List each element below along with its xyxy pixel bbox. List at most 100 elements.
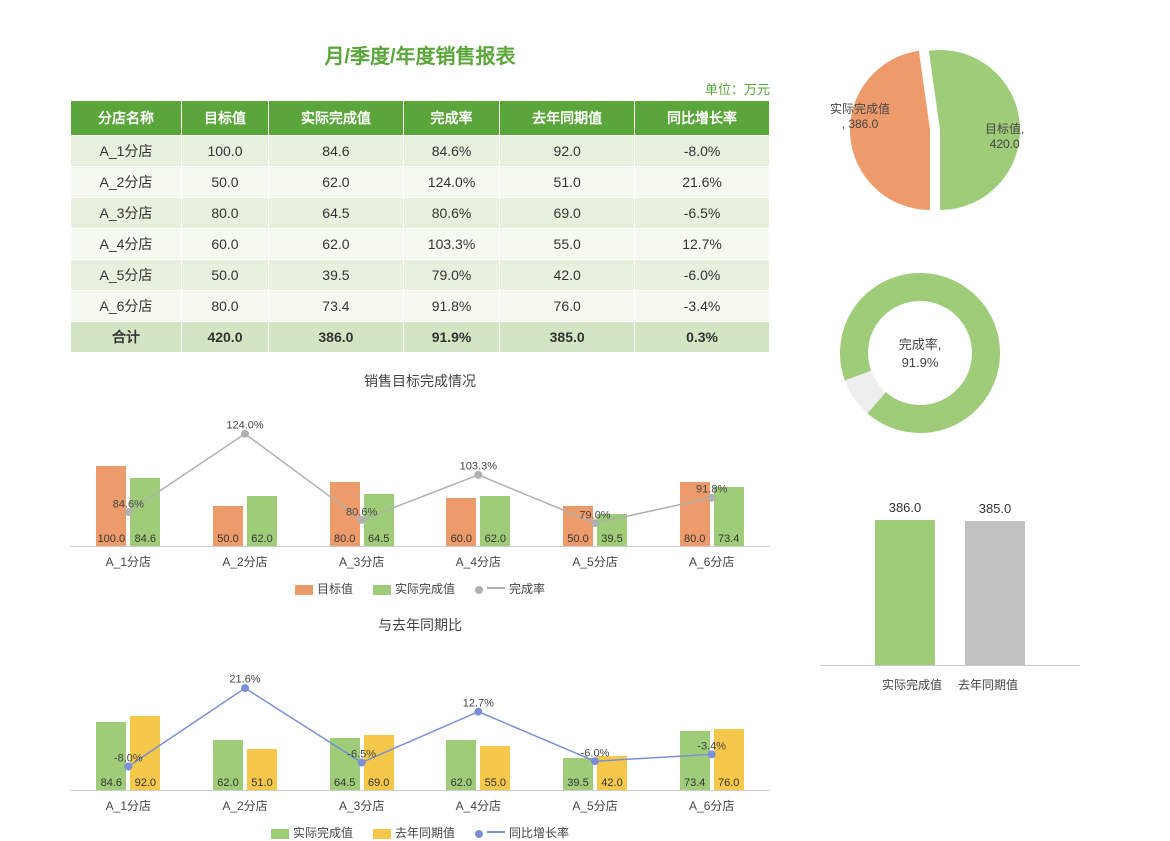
chart-yoy-compare: 与去年同期比 84.692.062.051.064.569.062.055.03… [70, 615, 770, 841]
bar-value-label: 62.0 [485, 533, 506, 545]
bar: 62.0 [480, 496, 510, 546]
table-cell: A_1分店 [71, 136, 182, 167]
table-cell: 55.0 [500, 229, 635, 260]
table-cell: 51.0 [500, 167, 635, 198]
table-row: A_5分店50.039.579.0%42.0-6.0% [71, 260, 770, 291]
bar-value-label: 80.0 [684, 533, 705, 545]
table-row: A_1分店100.084.684.6%92.0-8.0% [71, 136, 770, 167]
bar-value-label: 100.0 [98, 533, 126, 545]
bar: 73.4 [680, 731, 710, 790]
bar: 51.0 [247, 749, 277, 790]
bar: 80.0 [330, 482, 360, 546]
category-label: A_3分店 [303, 547, 420, 570]
bar: 69.0 [364, 735, 394, 790]
table-cell: A_6分店 [71, 291, 182, 322]
bar-group: 84.6 92.0 [70, 641, 187, 790]
table-cell: 60.0 [181, 229, 268, 260]
bar-value-label: 39.5 [567, 777, 588, 789]
bar: 84.6 [130, 478, 160, 546]
sales-table: 分店名称目标值实际完成值完成率去年同期值同比增长率 A_1分店100.084.6… [70, 100, 770, 353]
category-label: A_5分店 [537, 791, 654, 814]
bar: 39.5 [563, 758, 593, 790]
page-title: 月/季度/年度销售报表 [70, 40, 770, 69]
table-cell: A_5分店 [71, 260, 182, 291]
bar: 73.4 [714, 487, 744, 546]
bar: 42.0 [597, 756, 627, 790]
table-cell: 103.3% [403, 229, 499, 260]
bar-value-label: 385.0 [979, 501, 1012, 516]
bar-value-label: 50.0 [217, 533, 238, 545]
category-label: A_6分店 [653, 791, 770, 814]
table-cell: 91.8% [403, 291, 499, 322]
category-label: A_5分店 [537, 547, 654, 570]
bar-value-label: 80.0 [334, 533, 355, 545]
bar-value-label: 55.0 [485, 777, 506, 789]
bar-value-label: 64.5 [368, 533, 389, 545]
bar-value-label: 73.4 [684, 777, 705, 789]
table-header: 完成率 [403, 101, 499, 136]
table-cell: A_2分店 [71, 167, 182, 198]
bar: 92.0 [130, 716, 160, 790]
table-header: 分店名称 [71, 101, 182, 136]
table-header: 目标值 [181, 101, 268, 136]
bar: 62.0 [213, 740, 243, 790]
donut-label: 完成率, [899, 337, 942, 352]
table-cell: 84.6% [403, 136, 499, 167]
bar: 64.5 [330, 738, 360, 790]
pie-label-actual: 实际完成值 , 386.0 [830, 100, 890, 131]
legend-item: 目标值 [295, 580, 353, 597]
unit-label: 单位：万元 [70, 79, 770, 98]
table-cell: 386.0 [269, 322, 404, 353]
bar: 80.0 [680, 482, 710, 546]
bar-value-label: 39.5 [601, 533, 622, 545]
pie-label-target: 目标值, 420.0 [985, 120, 1024, 151]
table-row: A_2分店50.062.0124.0%51.021.6% [71, 167, 770, 198]
table-cell: 39.5 [269, 260, 404, 291]
donut-chart: 完成率,91.9% [820, 263, 1080, 446]
bar: 60.0 [446, 498, 476, 546]
category-label: A_3分店 [303, 791, 420, 814]
bar-group: 39.5 42.0 [537, 641, 654, 790]
category-label: A_4分店 [420, 791, 537, 814]
bar-value-label: 62.0 [217, 777, 238, 789]
bar: 62.0 [247, 496, 277, 546]
bar-group: 73.4 76.0 [653, 641, 770, 790]
table-cell: A_3分店 [71, 198, 182, 229]
table-header: 实际完成值 [269, 101, 404, 136]
bar-value-label: 73.4 [718, 533, 739, 545]
bar: 55.0 [480, 746, 510, 790]
bar-value-label: 64.5 [334, 777, 355, 789]
table-cell: -3.4% [635, 291, 770, 322]
bar: 39.5 [597, 514, 627, 546]
bar: 64.5 [364, 494, 394, 546]
table-cell: 76.0 [500, 291, 635, 322]
bar-value-label: 50.0 [567, 533, 588, 545]
table-cell: 62.0 [269, 167, 404, 198]
pie-chart: 实际完成值 , 386.0 目标值, 420.0 [820, 40, 1080, 223]
bar-value-label: 51.0 [251, 777, 272, 789]
table-cell: 84.6 [269, 136, 404, 167]
bar-value-label: 76.0 [718, 777, 739, 789]
category-label: A_6分店 [653, 547, 770, 570]
bar-group: 60.0 62.0 [420, 397, 537, 546]
table-cell: 91.9% [403, 322, 499, 353]
table-cell: 64.5 [269, 198, 404, 229]
legend-item: 完成率 [475, 580, 545, 597]
table-cell: 385.0 [500, 322, 635, 353]
legend-item: 实际完成值 [882, 676, 942, 693]
table-cell: 92.0 [500, 136, 635, 167]
table-header: 去年同期值 [500, 101, 635, 136]
bar-group: 62.055.0 [420, 641, 537, 790]
bar-group: 80.0 64.5 [303, 397, 420, 546]
bar-value-label: 84.6 [101, 777, 122, 789]
bar: 386.0 [875, 520, 935, 665]
table-cell: -6.5% [635, 198, 770, 229]
bar-group: 50.0 62.0 [187, 397, 304, 546]
legend-item: 去年同期值 [958, 676, 1018, 693]
table-cell: 合计 [71, 322, 182, 353]
table-cell: A_4分店 [71, 229, 182, 260]
bar-right-chart: 386.0 385.0 实际完成值去年同期值 [820, 486, 1080, 693]
legend-item: 实际完成值 [373, 580, 455, 597]
table-cell: 0.3% [635, 322, 770, 353]
table-cell: 50.0 [181, 167, 268, 198]
